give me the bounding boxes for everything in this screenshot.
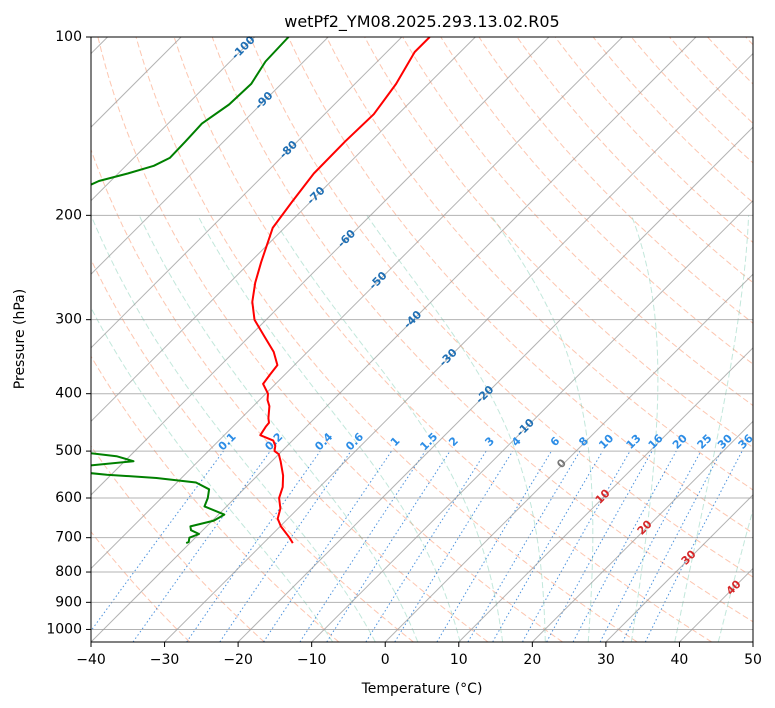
x-tick-label: −10: [297, 652, 327, 668]
moist-adiabat-line: [366, 215, 546, 642]
mixing-ratio-line: [546, 450, 653, 642]
isotherm-line: [458, 347, 753, 642]
moist-adiabat-line: [138, 215, 419, 642]
dewpoint-profile-line: [91, 37, 290, 545]
dry-adiabat-line: [516, 37, 753, 284]
x-tick-label: 30: [597, 652, 615, 668]
x-axis: −40 −30 −20 −10 0 10 20 30 40 50: [76, 642, 762, 668]
dry-adiabat-line: [326, 37, 753, 491]
dry-adiabat-line: [211, 37, 753, 623]
x-tick-label: 0: [381, 652, 390, 668]
isotherm-line: [91, 37, 697, 642]
mixing-ratio-line: [326, 450, 451, 642]
isotherm-line: [531, 420, 753, 642]
y-tick-label: 600: [55, 490, 82, 506]
dry-adiabat-line: [91, 531, 191, 642]
isotherm-line: [91, 37, 476, 423]
y-tick-label: 900: [55, 594, 82, 610]
x-tick-label: 50: [744, 652, 762, 668]
moist-adiabat-line: [91, 306, 334, 642]
dry-adiabat-line: [478, 37, 753, 324]
moist-adiabat-line: [197, 215, 461, 642]
mixing-ratio-line: [522, 450, 631, 642]
isotherm-line: [91, 37, 403, 349]
y-tick-label: 300: [55, 312, 82, 328]
profile-lines: [91, 37, 431, 545]
background-lines: [91, 37, 753, 642]
mixing-ratio-line: [263, 450, 392, 642]
mixing-ratio-line: [572, 450, 677, 642]
isotherm-line: [237, 126, 753, 642]
isotherm-line: [384, 273, 753, 642]
y-tick-label: 700: [55, 530, 82, 546]
x-tick-label: 20: [523, 652, 541, 668]
mixing-ratio-line: [186, 450, 321, 642]
dry-adiabat-line: [135, 37, 638, 642]
moist-adiabat-line: [490, 215, 594, 642]
y-axis-label: Pressure (hPa): [12, 289, 28, 389]
y-tick-label: 100: [55, 29, 82, 45]
moist-adiabat-line: [630, 215, 659, 642]
moist-adiabat-line: [674, 215, 750, 642]
x-tick-label: −40: [76, 652, 106, 668]
x-tick-label: 10: [450, 652, 468, 668]
y-tick-label: 500: [55, 443, 82, 459]
y-tick-label: 200: [55, 207, 82, 223]
y-tick-label: 800: [55, 564, 82, 580]
dry-adiabat-line: [250, 37, 753, 578]
x-axis-label: Temperature (°C): [361, 681, 483, 697]
isotherm-line: [752, 641, 753, 642]
moist-adiabat-line: [91, 215, 376, 642]
isotherm-line: [91, 37, 623, 570]
mixing-ratio-line: [91, 450, 224, 632]
moist-adiabat-line: [717, 507, 753, 642]
chart-title: wetPf2_YM08.2025.293.13.02.R05: [284, 12, 559, 32]
dry-adiabat-line: [288, 37, 753, 534]
mixing-ratio-line: [644, 450, 743, 642]
dry-adiabat-line: [97, 37, 563, 642]
y-tick-label: 1000: [46, 621, 82, 637]
plot-frame: [90, 36, 754, 643]
plot-background: [91, 37, 753, 642]
mixing-ratio-line: [132, 450, 271, 642]
dry-adiabat-line: [555, 37, 753, 244]
y-tick-label: 400: [55, 386, 82, 402]
isotherm-line: [91, 37, 256, 202]
dry-adiabat-line: [631, 37, 753, 164]
isotherm-line: [311, 199, 753, 642]
isotherm-line: [164, 52, 753, 642]
y-axis: 100 200 300 400 500 600 700 800 900 1000: [46, 29, 91, 637]
dry-adiabat-line: [440, 37, 753, 365]
dry-adiabat-line: [91, 355, 340, 642]
mixing-ratio-line: [219, 450, 352, 642]
dry-adiabat-line: [593, 37, 753, 204]
dry-adiabat-line: [402, 37, 753, 407]
temperature-profile-line: [251, 37, 431, 544]
x-tick-label: 40: [671, 652, 689, 668]
isotherm-line: [605, 494, 753, 642]
isotherm-line: [91, 37, 550, 496]
mixing-ratio-line: [299, 450, 426, 642]
mixing-ratio-line: [394, 450, 514, 642]
isotherm-line: [91, 37, 329, 275]
x-tick-label: −30: [150, 652, 180, 668]
x-tick-label: −20: [223, 652, 253, 668]
